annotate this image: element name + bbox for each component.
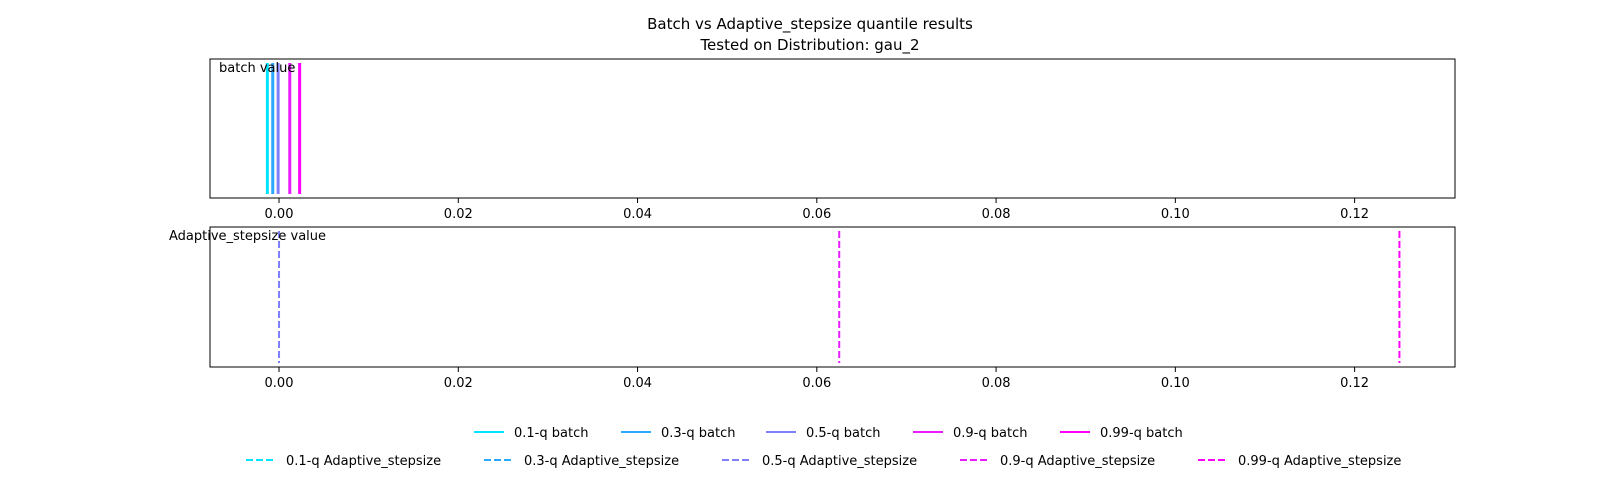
adaptive-x-axis: 0.00 0.02 0.04 0.06 0.08 0.10 0.12 (265, 367, 1369, 391)
legend-label: 0.9-q Adaptive_stepsize (1000, 454, 1155, 469)
batch-quantile-lines (265, 63, 302, 194)
batch-panel: batch value 0.00 0.02 0.04 0.06 0.08 0.10 0.12 (209, 58, 1456, 222)
adaptive-panel-label: Adaptive_stepsize value (169, 229, 326, 244)
x-tick-label: 0.08 (982, 376, 1011, 391)
legend-label: 0.9-q batch (953, 426, 1027, 441)
x-tick-label: 0.12 (1340, 207, 1369, 222)
legend-label: 0.5-q batch (806, 426, 880, 441)
legend-label: 0.1-q batch (514, 426, 588, 441)
x-tick-label: 0.02 (444, 376, 473, 391)
legend-label: 0.1-q Adaptive_stepsize (286, 454, 441, 469)
x-tick-label: 0.06 (802, 376, 831, 391)
legend-label: 0.5-q Adaptive_stepsize (762, 454, 917, 469)
x-tick-label: 0.10 (1161, 207, 1190, 222)
x-tick-label: 0.06 (802, 207, 831, 222)
adaptive-panel-frame (209, 226, 1456, 368)
legend-batch: 0.1-q batch 0.3-q batch 0.5-q batch 0.9-q b… (474, 426, 1183, 441)
x-tick-label: 0.08 (982, 207, 1011, 222)
batch-panel-label: batch value (219, 61, 295, 76)
x-tick-label: 0.04 (623, 376, 652, 391)
legend-label: 0.99-q batch (1100, 426, 1183, 441)
x-tick-label: 0.04 (623, 207, 652, 222)
adaptive-quantile-lines (278, 231, 1401, 363)
chart-title: Batch vs Adaptive_stepsize quantile resu… (647, 15, 973, 34)
adaptive-panel: Adaptive_stepsize value 0.00 0.02 0.04 0.06… (169, 226, 1456, 391)
x-tick-label: 0.10 (1161, 376, 1190, 391)
chart-subtitle: Tested on Distribution: gau_2 (699, 36, 919, 55)
legend-label: 0.3-q Adaptive_stepsize (524, 454, 679, 469)
batch-x-axis: 0.00 0.02 0.04 0.06 0.08 0.10 0.12 (265, 198, 1369, 222)
batch-panel-frame (209, 58, 1456, 199)
legend-adaptive: 0.1-q Adaptive_stepsize 0.3-q Adaptive_st… (246, 454, 1401, 469)
legend-label: 0.3-q batch (661, 426, 735, 441)
legend-label: 0.99-q Adaptive_stepsize (1238, 454, 1401, 469)
x-tick-label: 0.02 (444, 207, 473, 222)
x-tick-label: 0.00 (265, 207, 294, 222)
x-tick-label: 0.00 (265, 376, 294, 391)
x-tick-label: 0.12 (1340, 376, 1369, 391)
